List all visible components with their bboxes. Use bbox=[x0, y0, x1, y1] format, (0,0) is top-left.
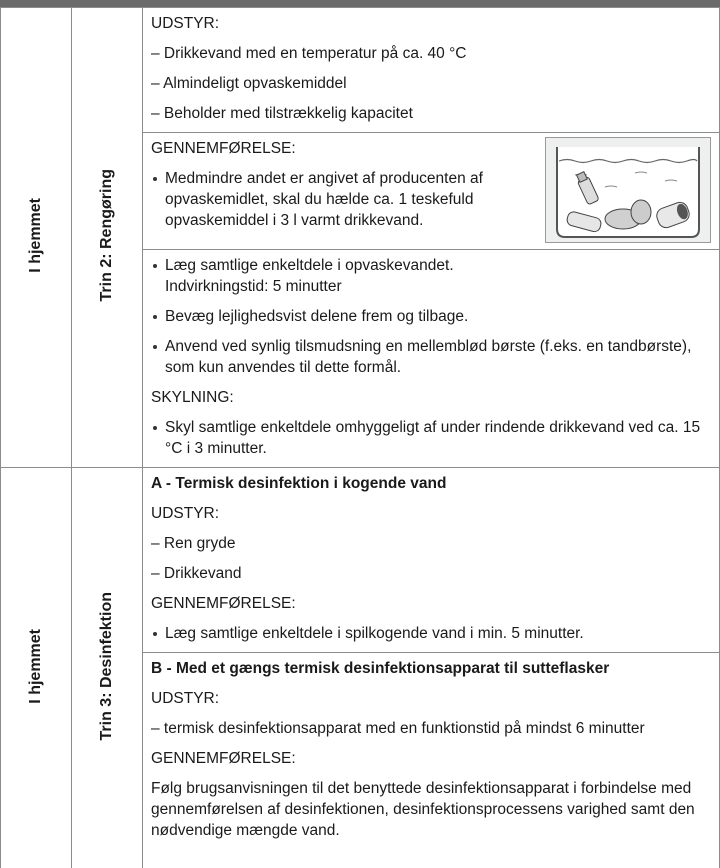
text-line: UDSTYR: bbox=[151, 690, 220, 707]
content-block: GENNEMFØRELSE: Medmindre andet er angivet… bbox=[143, 132, 719, 249]
text-line: – termisk desinfektionsapparat med en fu… bbox=[151, 720, 645, 737]
content-block: Læg samtlige enkeltdele i opvaskevandet.… bbox=[143, 249, 719, 467]
location-label: I hjemmet bbox=[27, 628, 44, 704]
text-line: UDSTYR: bbox=[151, 15, 220, 32]
text-line: – Drikkevand bbox=[151, 565, 242, 582]
content-cell: A - Termisk desinfektion i kogende vand U… bbox=[142, 467, 720, 868]
location-cell: I hjemmet bbox=[0, 467, 72, 868]
text-line: GENNEMFØRELSE: bbox=[151, 140, 296, 157]
illustration bbox=[545, 137, 711, 243]
subheading: A - Termisk desinfektion i kogende vand bbox=[151, 475, 447, 492]
bullet-item: Skyl samtlige enkeltdele omhyggeligt af … bbox=[151, 413, 711, 464]
content-block: A - Termisk desinfektion i kogende vand U… bbox=[143, 468, 719, 652]
content-block: UDSTYR: – Drikkevand med en temperatur på… bbox=[143, 8, 719, 132]
location-cell: I hjemmet bbox=[0, 7, 72, 468]
text-line: Følg brugsanvisningen til det benyttede … bbox=[151, 780, 695, 839]
subheading: B - Med et gængs termisk desinfektionsap… bbox=[151, 660, 610, 677]
step-label: Trin 2: Rengøring bbox=[98, 168, 115, 302]
text-line: UDSTYR: bbox=[151, 505, 220, 522]
section-row: I hjemmet Trin 3: Desinfektion A - Termisk… bbox=[0, 467, 720, 868]
content-cell: UDSTYR: – Drikkevand med en temperatur på… bbox=[142, 7, 720, 468]
bullet-item: Medmindre andet er angivet af producente… bbox=[151, 164, 711, 236]
text-line: – Ren gryde bbox=[151, 535, 236, 552]
text-line: Indvirkningstid: 5 minutter bbox=[165, 278, 342, 295]
bullet-item: Anvend ved synlig tilsmudsning en mellem… bbox=[151, 332, 711, 383]
header-bar bbox=[0, 0, 720, 7]
text-line: GENNEMFØRELSE: bbox=[151, 595, 296, 612]
instructions-table: I hjemmet Trin 2: Rengøring UDSTYR: – Drikk… bbox=[0, 7, 720, 868]
step-cell: Trin 3: Desinfektion bbox=[71, 467, 143, 868]
step-label: Trin 3: Desinfektion bbox=[98, 591, 115, 741]
step-cell: Trin 2: Rengøring bbox=[71, 7, 143, 468]
text-line: – Beholder med tilstrækkelig kapacitet bbox=[151, 105, 413, 122]
text-line: – Almindeligt opvaskemiddel bbox=[151, 75, 347, 92]
location-label: I hjemmet bbox=[27, 197, 44, 273]
text-line: SKYLNING: bbox=[151, 389, 234, 406]
content-block: B - Med et gængs termisk desinfektionsap… bbox=[143, 652, 719, 849]
bullet-item: Bevæg lejlighedsvist delene frem og tilb… bbox=[151, 302, 711, 332]
bullet-item: Læg samtlige enkeltdele i spilkogende va… bbox=[151, 619, 711, 649]
text-line: GENNEMFØRELSE: bbox=[151, 750, 296, 767]
bullet-item: Læg samtlige enkeltdele i opvaskevandet. bbox=[151, 251, 711, 281]
text-line: – Drikkevand med en temperatur på ca. 40… bbox=[151, 45, 467, 62]
section-row: I hjemmet Trin 2: Rengøring UDSTYR: – Drikk… bbox=[0, 7, 720, 468]
